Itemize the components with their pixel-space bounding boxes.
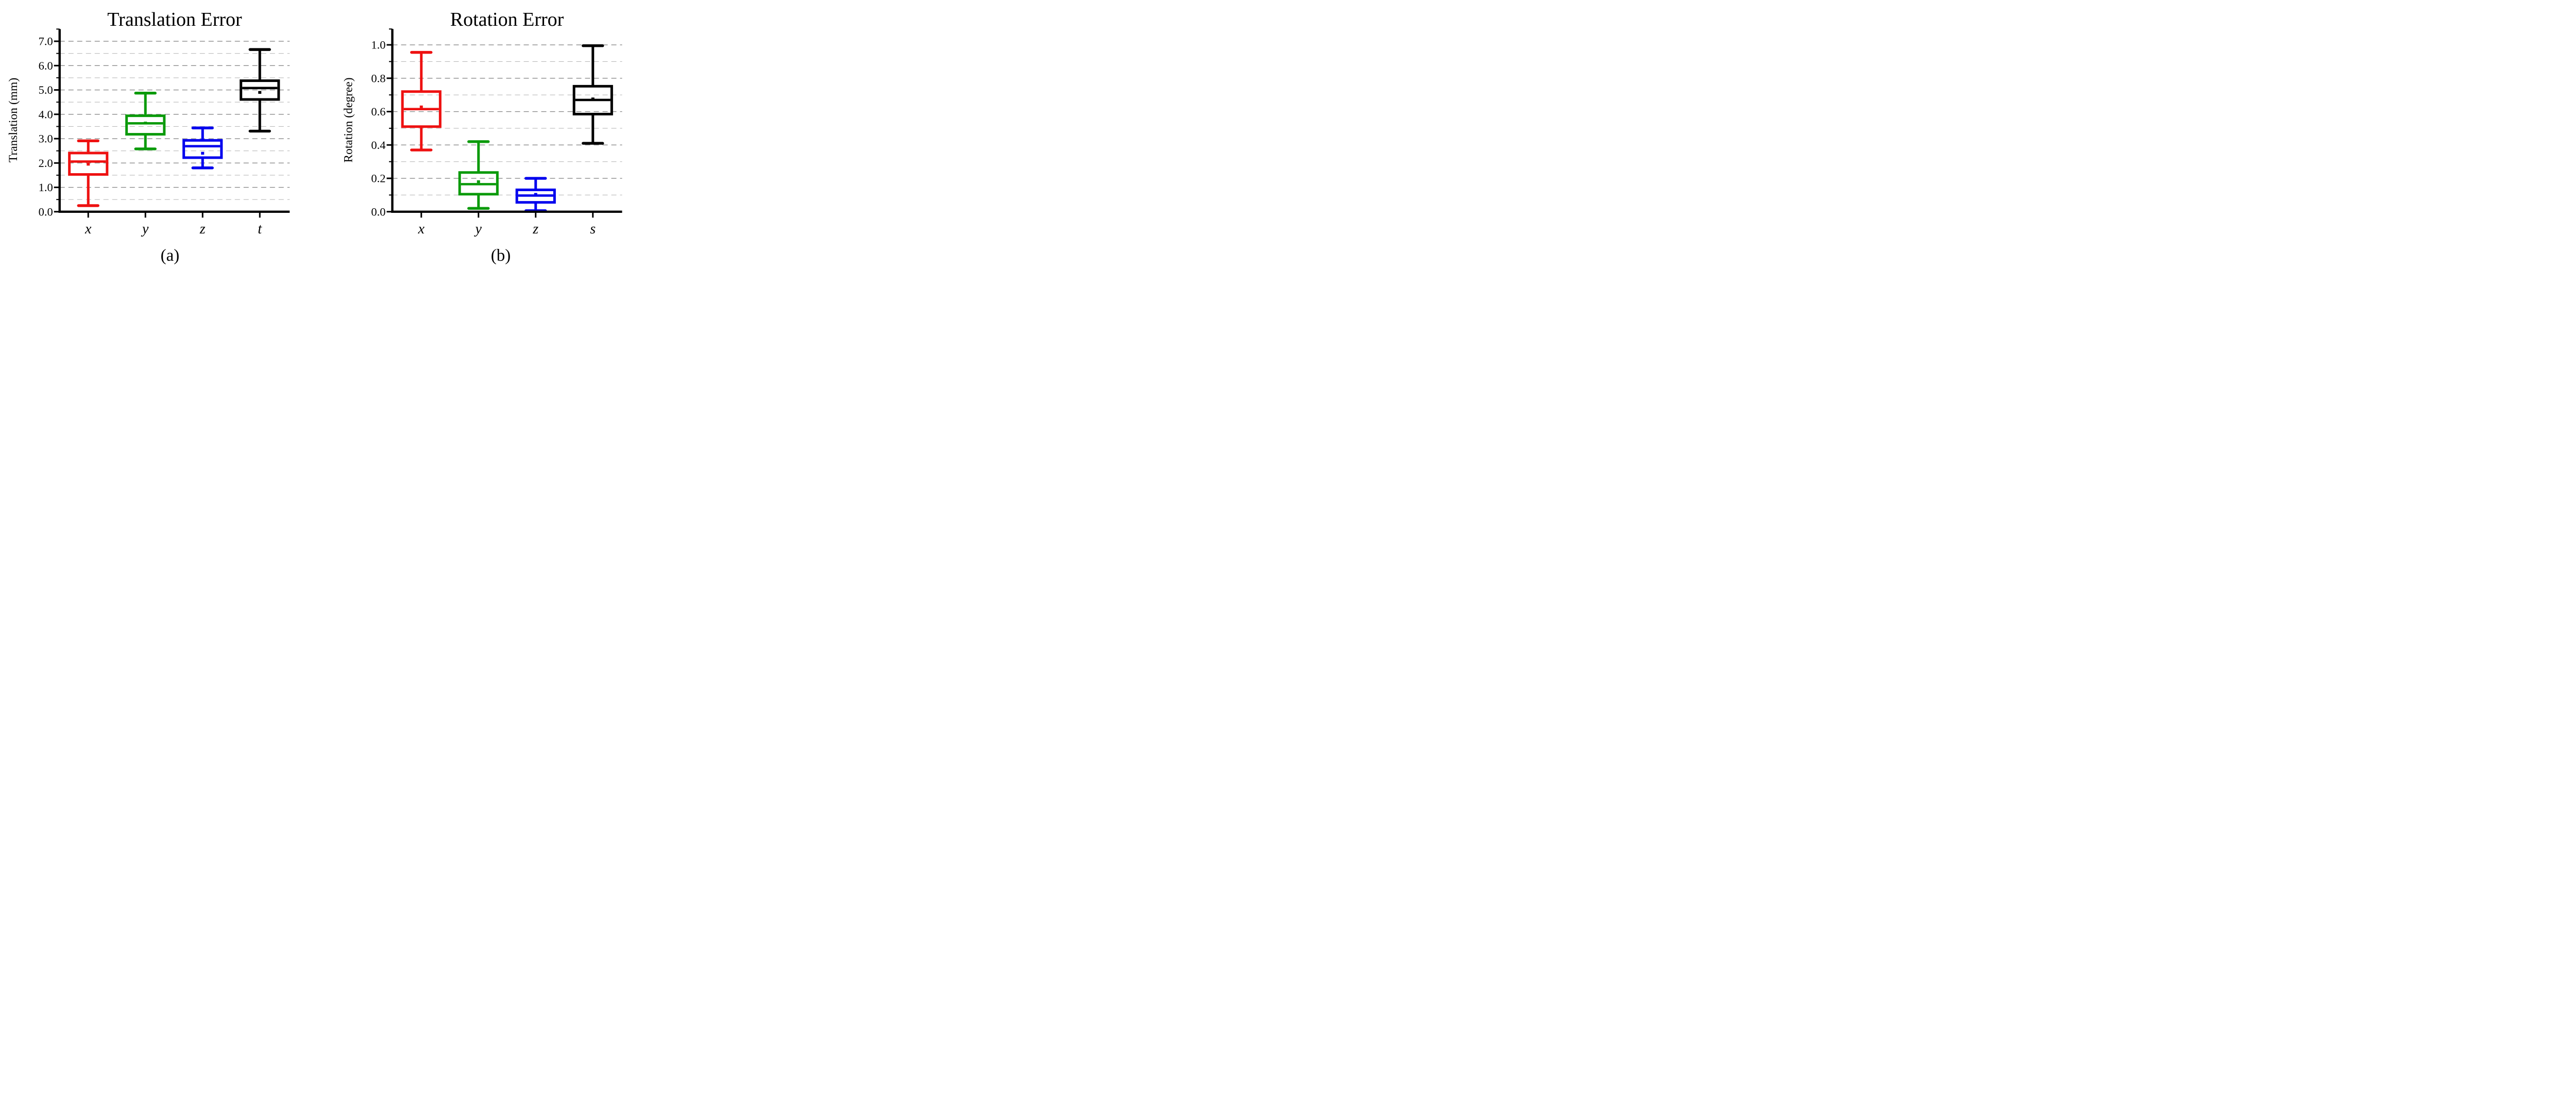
y-tick-label: 0.4 bbox=[371, 139, 385, 152]
translation-plot-area: 0.0 1.0 2.0 3.0 4.0 5.0 6.0 7.0 x y z t bbox=[39, 28, 290, 237]
y-tick-label: 0.0 bbox=[39, 205, 53, 218]
box-x bbox=[68, 139, 109, 207]
category-label-z: z bbox=[199, 221, 206, 237]
boxplot-figure-svg: 0.0 1.0 2.0 3.0 4.0 5.0 6.0 7.0 x y z t Translation… bbox=[7, 9, 622, 265]
iqr-box bbox=[182, 139, 223, 159]
box-y bbox=[125, 91, 166, 150]
panel-a: 0.0 1.0 2.0 3.0 4.0 5.0 6.0 7.0 x y z t Translation… bbox=[7, 9, 290, 265]
y-tick-label: 0.0 bbox=[371, 205, 385, 218]
iqr-box bbox=[125, 114, 166, 136]
y-tick-label: 4.0 bbox=[39, 108, 53, 121]
mean-marker bbox=[534, 193, 537, 196]
y-tick-label: 0.6 bbox=[371, 105, 385, 118]
panel-b-title: Rotation Error bbox=[450, 9, 564, 30]
category-label-z: z bbox=[532, 221, 538, 237]
category-label-s: s bbox=[590, 221, 596, 237]
mean-marker bbox=[419, 105, 423, 109]
mean-marker bbox=[201, 152, 205, 155]
y-tick-label: 7.0 bbox=[39, 35, 53, 48]
mean-marker bbox=[477, 180, 480, 183]
mean-marker bbox=[87, 162, 90, 166]
mean-marker bbox=[258, 91, 262, 94]
mean-marker bbox=[144, 122, 147, 125]
category-label-y: y bbox=[474, 221, 482, 237]
rotation-plot-area: 0.0 0.2 0.4 0.6 0.8 1.0 x y z s bbox=[371, 28, 622, 237]
panel-a-caption: (a) bbox=[161, 246, 180, 265]
box-x bbox=[401, 51, 442, 152]
category-label-x: x bbox=[84, 221, 92, 237]
panel-b: 0.0 0.2 0.4 0.6 0.8 1.0 x y z s Rotation Error Ro… bbox=[342, 9, 622, 265]
y-tick-label: 3.0 bbox=[39, 132, 53, 145]
panel-a-title: Translation Error bbox=[107, 9, 242, 30]
box-z bbox=[182, 126, 223, 170]
figure: 0.0 1.0 2.0 3.0 4.0 5.0 6.0 7.0 x y z t Translation… bbox=[0, 0, 665, 277]
mean-marker bbox=[591, 97, 595, 100]
iqr-box bbox=[515, 188, 556, 204]
iqr-box bbox=[458, 171, 499, 196]
y-tick-label: 0.2 bbox=[371, 172, 385, 185]
panel-b-caption: (b) bbox=[491, 246, 511, 265]
category-label-x: x bbox=[418, 221, 425, 237]
box-s bbox=[572, 44, 613, 145]
panel-b-y-axis-label: Rotation (degree) bbox=[342, 77, 355, 162]
y-tick-label: 1.0 bbox=[371, 39, 385, 52]
iqr-box bbox=[572, 85, 613, 115]
iqr-box bbox=[68, 152, 109, 176]
y-tick-label: 2.0 bbox=[39, 157, 53, 170]
box-z bbox=[515, 177, 556, 212]
box-y bbox=[458, 140, 499, 210]
y-tick-label: 6.0 bbox=[39, 59, 53, 72]
iqr-box bbox=[401, 90, 442, 128]
y-tick-label: 0.8 bbox=[371, 72, 385, 85]
category-label-t: t bbox=[258, 221, 262, 237]
box-t bbox=[240, 48, 280, 133]
panel-a-y-axis-label: Translation (mm) bbox=[7, 78, 20, 162]
iqr-box bbox=[240, 79, 280, 101]
category-label-y: y bbox=[141, 221, 149, 237]
y-tick-label: 5.0 bbox=[39, 83, 53, 96]
y-tick-label: 1.0 bbox=[39, 181, 53, 194]
